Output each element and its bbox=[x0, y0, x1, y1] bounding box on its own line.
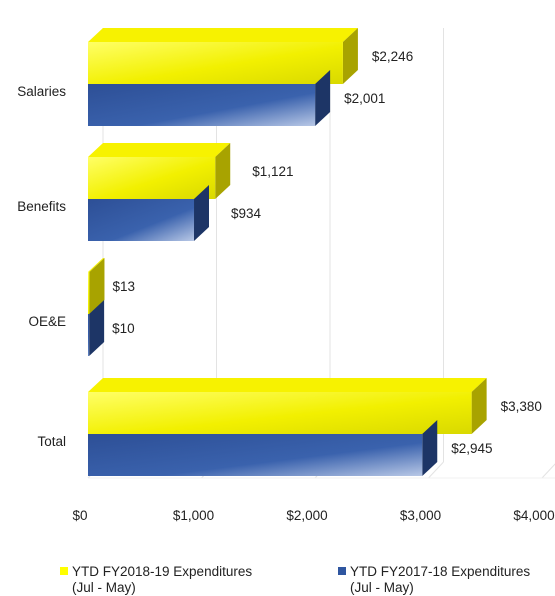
x-tick-label: $0 bbox=[72, 508, 87, 523]
bar-total-series-1 bbox=[88, 378, 487, 434]
x-tick-label: $3,000 bbox=[400, 508, 441, 523]
data-label-total-series-2: $2,945 bbox=[451, 441, 492, 456]
category-label-total: Total bbox=[37, 434, 66, 449]
data-label-salaries-series-1: $2,246 bbox=[372, 49, 413, 64]
data-label-oe-e-series-1: $13 bbox=[112, 279, 135, 294]
bar-salaries-series-2 bbox=[88, 70, 331, 126]
legend-item-fy2018-19: YTD FY2018-19 Expenditures (Jul - May) bbox=[60, 564, 252, 596]
data-label-total-series-1: $3,380 bbox=[501, 399, 542, 414]
x-tick-label: $1,000 bbox=[173, 508, 214, 523]
data-label-salaries-series-2: $2,001 bbox=[344, 91, 385, 106]
x-tick-labels: $0 $1,000 $2,000 $3,000 $4,000 bbox=[72, 508, 554, 523]
floor-gridline bbox=[541, 463, 555, 479]
floor-gridline bbox=[428, 461, 444, 479]
bar-oe-e-series-2 bbox=[88, 300, 105, 356]
x-tick-label: $4,000 bbox=[513, 508, 554, 523]
legend-item-fy2017-18: YTD FY2017-18 Expenditures (Jul - May) bbox=[338, 564, 530, 596]
data-labels: $2,246 $2,001 $1,121 $934 $13 $10 $3,380 $2,945 bbox=[112, 49, 542, 456]
x-tick-label: $2,000 bbox=[286, 508, 327, 523]
bar-benefits-series-2 bbox=[88, 185, 210, 241]
bar-total-series-2 bbox=[88, 420, 438, 476]
legend-sublabel-fy2017-18: (Jul - May) bbox=[350, 580, 414, 595]
bar-benefits-series-1 bbox=[88, 143, 231, 199]
category-label-benefits: Benefits bbox=[17, 199, 66, 214]
category-labels: Salaries Benefits OE&E Total bbox=[17, 84, 66, 449]
bars bbox=[88, 28, 487, 476]
category-label-oe-e: OE&E bbox=[28, 314, 66, 329]
bar-salaries-series-1 bbox=[88, 28, 358, 84]
legend-swatch-yellow bbox=[60, 567, 68, 575]
category-label-salaries: Salaries bbox=[17, 84, 66, 99]
legend-sublabel-fy2018-19: (Jul - May) bbox=[72, 580, 136, 595]
legend-label-fy2017-18: YTD FY2017-18 Expenditures bbox=[350, 564, 531, 579]
legend-swatch-blue bbox=[338, 567, 346, 575]
bar-oe-e-series-1 bbox=[88, 258, 105, 314]
legend-label-fy2018-19: YTD FY2018-19 Expenditures bbox=[72, 564, 253, 579]
data-label-oe-e-series-2: $10 bbox=[112, 321, 135, 336]
data-label-benefits-series-2: $934 bbox=[231, 206, 262, 221]
data-label-benefits-series-1: $1,121 bbox=[252, 164, 293, 179]
